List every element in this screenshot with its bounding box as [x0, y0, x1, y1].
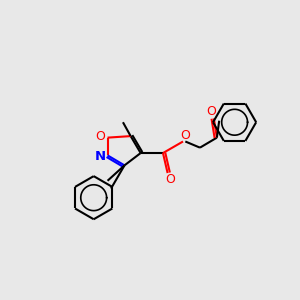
Text: N: N [95, 150, 106, 163]
Text: O: O [96, 130, 106, 143]
Text: O: O [165, 173, 175, 187]
Text: O: O [206, 105, 216, 118]
Text: O: O [180, 129, 190, 142]
